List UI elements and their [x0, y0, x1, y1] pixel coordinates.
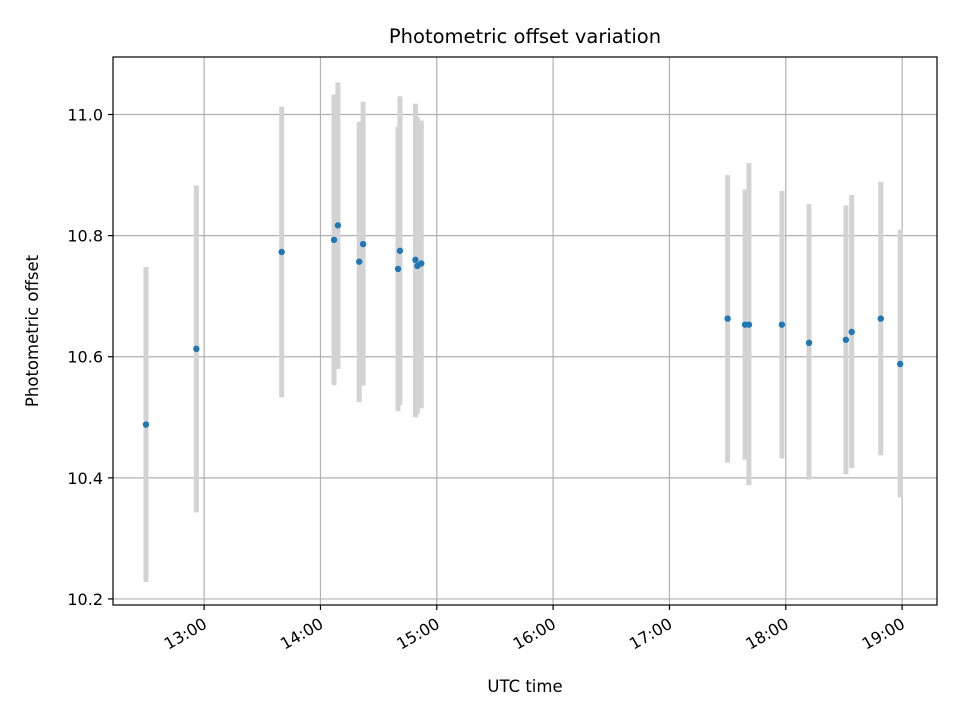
data-point [278, 248, 285, 256]
data-points [142, 222, 904, 428]
data-point [848, 328, 855, 336]
y-axis-ticks: 10.2 10.4 10.6 10.8 11.0 [67, 106, 113, 609]
y-tick-label: 10.4 [67, 469, 103, 488]
x-tick-label: 16:00 [510, 614, 559, 654]
grid-lines [113, 57, 937, 605]
x-tick-label: 15:00 [393, 614, 442, 654]
data-point [193, 345, 200, 353]
data-point [745, 321, 753, 328]
data-point [396, 247, 404, 254]
data-point [805, 339, 813, 347]
data-point [418, 260, 425, 267]
y-axis-title: Photometric offset [23, 254, 42, 407]
x-axis-ticks: 13:00 14:00 15:00 16:00 17:00 18:00 19:00 [161, 605, 908, 654]
chart-title: Photometric offset variation [389, 25, 661, 48]
data-point [142, 421, 150, 428]
x-tick-label: 13:00 [161, 614, 210, 654]
y-tick-label: 11.0 [67, 106, 103, 125]
y-tick-label: 10.2 [67, 590, 103, 609]
data-point [330, 236, 338, 244]
data-point [896, 360, 904, 368]
data-point [359, 240, 367, 248]
x-tick-label: 19:00 [859, 614, 908, 654]
x-axis-title: UTC time [487, 677, 562, 696]
data-point [394, 265, 402, 273]
x-tick-label: 17:00 [626, 614, 675, 654]
x-tick-label: 14:00 [277, 614, 326, 654]
data-point [724, 315, 731, 322]
plot-area-frame [112, 56, 938, 606]
data-point [412, 256, 419, 264]
y-tick-label: 10.8 [67, 227, 103, 246]
x-tick-label: 18:00 [742, 614, 791, 654]
data-point [356, 258, 363, 265]
data-point [842, 336, 850, 343]
data-point [334, 222, 342, 229]
data-point [877, 315, 884, 322]
data-point [778, 321, 786, 328]
y-tick-label: 10.6 [67, 348, 103, 367]
error-bars [143, 82, 903, 582]
